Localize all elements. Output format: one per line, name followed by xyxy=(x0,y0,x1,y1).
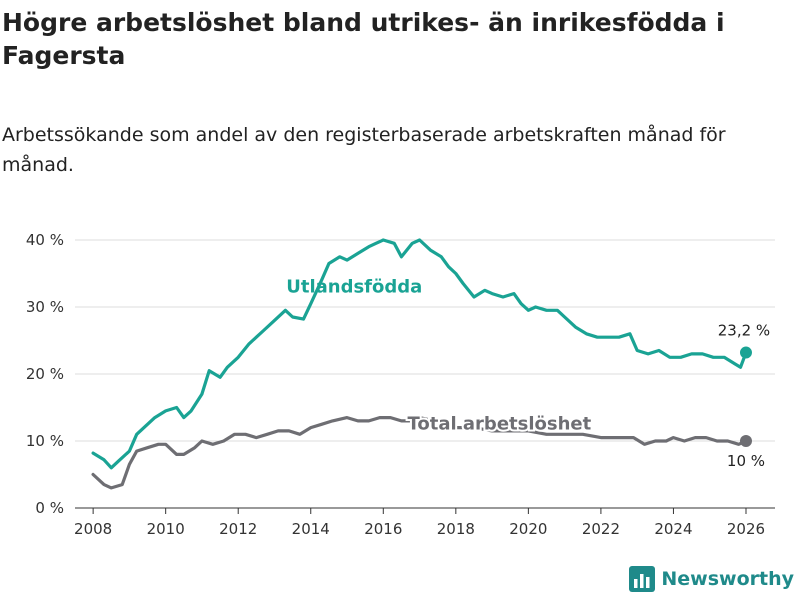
bar-chart-logo-icon xyxy=(629,566,656,592)
y-tick-label: 10 % xyxy=(26,432,64,450)
x-tick-label: 2016 xyxy=(364,520,402,538)
x-tick-label: 2026 xyxy=(727,520,765,538)
brand-name: Newsworthy xyxy=(661,568,794,590)
series-label-total: Total arbetslöshet xyxy=(407,414,591,435)
x-tick-label: 2024 xyxy=(654,520,692,538)
x-tick-label: 2010 xyxy=(147,520,185,538)
chart-subtitle: Arbetssökande som andel av den registerb… xyxy=(2,124,726,176)
end-point-total xyxy=(739,435,752,447)
end-value-label-total: 10 % xyxy=(727,452,765,470)
x-axis-ticks: 2008 2010 2012 2014 2016 2018 2020 2022 2024 2026 xyxy=(74,508,765,538)
end-point-utlandsfodda xyxy=(739,346,752,359)
x-tick-label: 2018 xyxy=(437,520,475,538)
x-tick-label: 2008 xyxy=(74,520,112,538)
y-tick-label: 40 % xyxy=(26,231,64,249)
x-tick-label: 2014 xyxy=(292,520,330,538)
y-tick-label: 0 % xyxy=(35,499,64,517)
line-chart: 0 % 10 % 20 % 30 % 40 % 2008 2010 2012 2014 2016… xyxy=(26,231,775,538)
end-value-label-utlandsfodda: 23,2 % xyxy=(718,322,770,340)
y-tick-label: 30 % xyxy=(26,298,64,316)
y-tick-label: 20 % xyxy=(26,365,64,383)
chart-title: Högre arbetslöshet bland utrikes- än inr… xyxy=(2,8,725,70)
series-line-total xyxy=(91,416,748,490)
series-labels: Utlandsfödda Total arbetslöshet 23,2 % 10 % xyxy=(286,276,770,470)
x-tick-label: 2012 xyxy=(219,520,257,538)
x-tick-label: 2022 xyxy=(582,520,620,538)
footer-brand: Newsworthy xyxy=(629,564,794,594)
y-axis-ticks: 0 % 10 % 20 % 30 % 40 % xyxy=(26,231,64,517)
series-lines xyxy=(91,238,752,490)
x-tick-label: 2020 xyxy=(509,520,547,538)
series-line-utlandsfodda xyxy=(91,238,748,470)
series-label-utlandsfodda: Utlandsfödda xyxy=(286,276,422,297)
